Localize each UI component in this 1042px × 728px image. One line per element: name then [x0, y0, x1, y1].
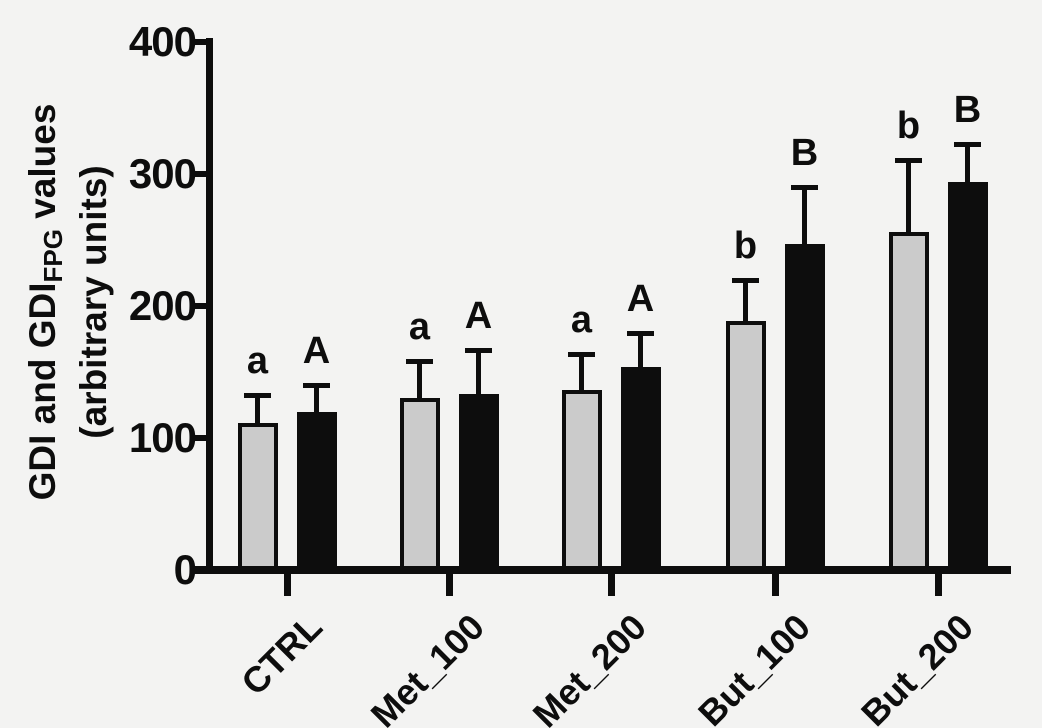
error-bar-line [802, 184, 807, 250]
significance-letter: A [626, 278, 655, 321]
x-axis-tick [934, 574, 942, 596]
y-axis-tick-label: 300 [128, 150, 197, 197]
error-bar-line [476, 348, 481, 401]
error-bar-line [638, 331, 643, 373]
y-axis-tick [192, 303, 210, 309]
bar-gdi [237, 423, 278, 572]
error-bar-cap [791, 184, 818, 190]
significance-letter: a [570, 299, 593, 342]
error-bar-cap [244, 393, 271, 399]
x-axis-tick [283, 574, 291, 596]
x-axis-tick [445, 574, 453, 596]
error-bar-line [417, 358, 422, 405]
y-axis-tick-label: 0 [173, 546, 197, 593]
significance-letter: b [896, 105, 921, 148]
bar-gdi [888, 232, 929, 572]
error-bar-line [579, 352, 584, 397]
error-bar-cap [732, 278, 759, 284]
y-axis-tick-label: 400 [128, 18, 197, 65]
y-axis-tick-label: 100 [128, 414, 197, 461]
x-axis-label: But_200 [852, 606, 981, 728]
error-bar-line [255, 393, 260, 430]
y-axis-tick [192, 171, 210, 177]
y-axis-tick [192, 435, 210, 441]
x-axis-label: Met_200 [524, 606, 654, 728]
bar-gdi-fpg [947, 181, 988, 572]
error-bar-line [314, 382, 319, 418]
x-axis-line [193, 566, 1011, 574]
bar-gdi-fpg [784, 243, 825, 572]
significance-letter: b [733, 225, 758, 268]
error-bar-cap [303, 382, 330, 388]
x-axis-tick [607, 574, 615, 596]
error-bar-cap [627, 331, 654, 337]
significance-letter: A [302, 329, 331, 372]
bar-gdi-fpg [458, 394, 499, 572]
error-bar-cap [465, 348, 492, 354]
bar-gdi [399, 398, 440, 572]
error-bar-cap [406, 358, 433, 364]
error-bar-cap [954, 142, 981, 148]
error-bar-line [906, 158, 911, 239]
error-bar-cap [568, 352, 595, 358]
significance-letter: B [953, 89, 982, 132]
error-bar-line [743, 278, 748, 327]
bar-gdi-fpg [296, 411, 337, 572]
significance-letter: a [246, 340, 269, 383]
significance-letter: A [464, 295, 493, 338]
bar-gdi [561, 390, 602, 572]
significance-letter: a [408, 305, 431, 348]
y-axis-tick [192, 39, 210, 45]
x-axis-tick [771, 574, 779, 596]
bar-gdi [725, 320, 766, 572]
bar-gdi-fpg [620, 366, 661, 572]
significance-letter: B [790, 131, 819, 174]
error-bar-line [965, 142, 970, 188]
x-axis-label: But_100 [689, 606, 818, 728]
x-axis-label: CTRL [233, 606, 330, 703]
x-axis-label: Met_100 [362, 606, 492, 728]
y-axis-tick-label: 200 [128, 282, 197, 329]
error-bar-cap [895, 158, 922, 164]
